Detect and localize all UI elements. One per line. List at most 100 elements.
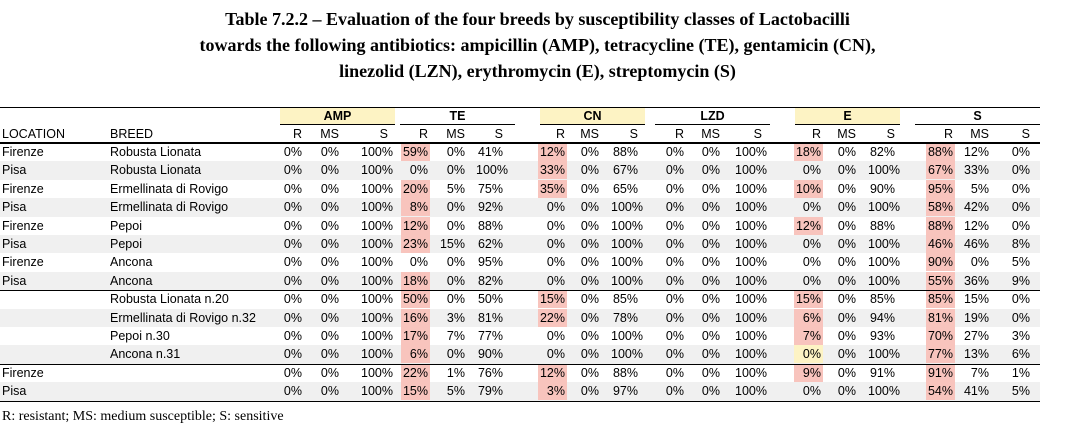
table-cell: 5% bbox=[1011, 384, 1030, 399]
table-cell: 93% bbox=[869, 329, 895, 343]
table-cell: 0% bbox=[446, 255, 465, 270]
table-cell: 0% bbox=[837, 329, 856, 343]
table-cell: 100% bbox=[361, 310, 393, 325]
table-cell: 0% bbox=[837, 237, 856, 251]
table-bottom-rule bbox=[0, 400, 1040, 402]
table-cell: 17% bbox=[401, 327, 430, 345]
group-underline bbox=[280, 124, 395, 125]
table-cell: 33% bbox=[963, 163, 989, 178]
title-line: Table 7.2.2 – Evaluation of the four bre… bbox=[225, 9, 850, 29]
table-cell: 100% bbox=[361, 329, 393, 343]
table-cell: 0% bbox=[802, 273, 821, 288]
table-cell: 100% bbox=[611, 273, 643, 288]
table-cell: 95% bbox=[926, 179, 955, 198]
group-header: TE bbox=[449, 109, 466, 123]
table-cell: 3% bbox=[446, 310, 465, 325]
table-cell: 0% bbox=[283, 200, 302, 215]
table-cell: 81% bbox=[926, 308, 955, 327]
table-cell: 0% bbox=[546, 218, 565, 233]
table-cell: 0% bbox=[802, 237, 821, 251]
table-cell: 7% bbox=[446, 329, 465, 343]
column-header: S bbox=[494, 127, 503, 141]
table-cell: 97% bbox=[612, 384, 638, 399]
row-label: Ermellinata di Rovigo bbox=[110, 181, 229, 196]
table-cell: 0% bbox=[580, 163, 599, 178]
table-cell: 0% bbox=[546, 347, 565, 362]
group-header: CN bbox=[540, 107, 645, 125]
table-cell: 0% bbox=[546, 273, 565, 288]
table-cell: 90% bbox=[477, 347, 503, 362]
table-cell: 100% bbox=[361, 145, 393, 159]
table-cell: 3% bbox=[1011, 329, 1030, 343]
group-underline bbox=[795, 124, 900, 125]
table-cell: 1% bbox=[446, 365, 465, 380]
table-cell: 0% bbox=[837, 181, 856, 196]
table-cell: 0% bbox=[320, 292, 339, 307]
table-cell: 100% bbox=[361, 163, 393, 178]
table-cell: 5% bbox=[446, 181, 465, 196]
table-cell: 100% bbox=[868, 237, 900, 251]
row-stripe bbox=[0, 198, 1040, 217]
table-cell: 100% bbox=[611, 347, 643, 362]
table-cell: 0% bbox=[701, 200, 720, 215]
table-cell: 18% bbox=[794, 143, 823, 161]
group-underline bbox=[540, 124, 645, 125]
table-cell: 58% bbox=[926, 198, 955, 217]
table-cell: 0% bbox=[665, 292, 684, 307]
group-header: S bbox=[973, 109, 982, 123]
table-cell: 36% bbox=[963, 273, 989, 288]
row-label: Pisa bbox=[2, 163, 27, 178]
row-label: Firenze bbox=[2, 365, 44, 380]
table-cell: 79% bbox=[477, 384, 503, 399]
table-cell: 0% bbox=[665, 237, 684, 251]
table-cell: 0% bbox=[580, 329, 599, 343]
table-cell: 0% bbox=[320, 237, 339, 251]
table-cell: 23% bbox=[401, 235, 430, 253]
table-cell: 54% bbox=[926, 382, 955, 401]
table-cell: 0% bbox=[701, 145, 720, 159]
row-label: Ermellinata di Rovigo n.32 bbox=[110, 310, 256, 325]
table-cell: 77% bbox=[477, 329, 503, 343]
group-header: E bbox=[795, 107, 900, 125]
table-cell: 0% bbox=[283, 181, 302, 196]
table-cell: 100% bbox=[735, 384, 767, 399]
column-header: S bbox=[1021, 127, 1030, 141]
column-header: MS bbox=[701, 127, 720, 141]
table-cell: 0% bbox=[283, 163, 302, 178]
column-header: MS bbox=[837, 127, 856, 141]
table-cell: 0% bbox=[580, 292, 599, 307]
table-cell: 88% bbox=[869, 218, 895, 233]
column-header: MS bbox=[580, 127, 599, 141]
table-cell: 100% bbox=[361, 292, 393, 307]
table-cell: 0% bbox=[409, 163, 428, 178]
table-cell: 0% bbox=[701, 384, 720, 399]
table-cell: 5% bbox=[446, 384, 465, 399]
table-cell: 0% bbox=[546, 255, 565, 270]
table-cell: 6% bbox=[794, 308, 823, 327]
table-cell: 100% bbox=[868, 255, 900, 270]
table-cell: 0% bbox=[580, 347, 599, 362]
row-label: Pisa bbox=[2, 200, 27, 215]
table-cell: 59% bbox=[401, 143, 430, 161]
table-cell: 75% bbox=[477, 181, 503, 196]
title-line: linezolid (LZN), erythromycin (E), strep… bbox=[339, 61, 736, 81]
table-cell: 0% bbox=[665, 163, 684, 178]
table-cell: 0% bbox=[580, 218, 599, 233]
table-cell: 0% bbox=[320, 145, 339, 159]
table-cell: 100% bbox=[361, 384, 393, 399]
table-cell: 88% bbox=[477, 218, 503, 233]
table-cell: 100% bbox=[735, 181, 767, 196]
table-cell: 100% bbox=[735, 163, 767, 178]
table-cell: 0% bbox=[701, 218, 720, 233]
table-cell: 7% bbox=[794, 327, 823, 345]
table-cell: 100% bbox=[361, 365, 393, 380]
table-cell: 9% bbox=[1011, 273, 1030, 288]
table-cell: 95% bbox=[477, 255, 503, 270]
table-cell: 22% bbox=[538, 308, 567, 327]
table-cell: 16% bbox=[401, 308, 430, 327]
table-cell: 0% bbox=[837, 310, 856, 325]
table-cell: 12% bbox=[963, 145, 989, 159]
row-label: Robusta Lionata bbox=[110, 145, 202, 159]
row-label: Pisa bbox=[2, 384, 27, 399]
table-cell: 13% bbox=[963, 347, 989, 362]
